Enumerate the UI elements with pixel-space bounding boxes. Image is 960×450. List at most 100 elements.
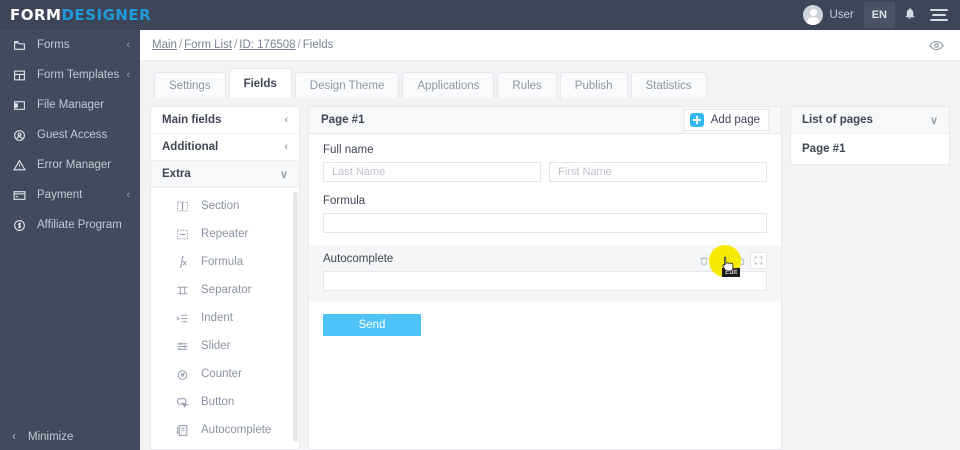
sidebar-item-form-templates[interactable]: Form Templates ‹ — [0, 60, 140, 90]
palette-item-label: Formula — [201, 256, 244, 268]
formula-icon — [173, 255, 191, 269]
guest-access-icon — [10, 129, 28, 142]
sidebar-item-label: Forms — [37, 39, 70, 51]
app-logo[interactable]: FORMDESIGNER — [0, 6, 151, 24]
formula-input[interactable] — [323, 213, 767, 233]
sidebar-item-label: Guest Access — [37, 129, 108, 141]
language-selector[interactable]: EN — [863, 2, 895, 28]
chevron-left-icon: ‹ — [12, 431, 16, 443]
hamburger-menu-icon[interactable] — [930, 9, 948, 21]
user-name-label[interactable]: User — [829, 9, 854, 21]
field-toolbar — [696, 252, 767, 269]
palette-item-indent[interactable]: Indent — [151, 304, 299, 332]
palette-item-label: Separator — [201, 284, 252, 296]
tab-statistics[interactable]: Statistics — [630, 72, 707, 98]
indent-icon — [173, 312, 191, 325]
sidebar-item-affiliate-program[interactable]: Affiliate Program — [0, 210, 140, 240]
sidebar-item-forms[interactable]: Forms ‹ — [0, 30, 140, 60]
breadcrumb-link-form-list[interactable]: Form List — [184, 39, 233, 51]
palette-item-label: Repeater — [201, 228, 249, 240]
breadcrumb-current: Fields — [302, 39, 334, 51]
last-name-input[interactable] — [323, 162, 541, 182]
palette-group-label: Additional — [162, 141, 219, 153]
tab-fields[interactable]: Fields — [228, 68, 292, 98]
first-name-input[interactable] — [549, 162, 767, 182]
palette-item-formula[interactable]: Formula — [151, 248, 299, 276]
form-field-full-name: Full name — [323, 144, 767, 182]
tab-applications[interactable]: Applications — [402, 72, 495, 98]
avatar[interactable] — [803, 5, 824, 25]
sidebar-item-label: Payment — [37, 189, 83, 201]
copy-icon[interactable] — [732, 253, 747, 268]
expand-icon[interactable] — [750, 252, 767, 269]
breadcrumb-separator: / — [178, 39, 183, 51]
breadcrumb-link-form-id[interactable]: ID: 176508 — [239, 39, 296, 51]
add-page-button[interactable]: Add page — [683, 109, 769, 131]
plus-icon — [689, 113, 704, 127]
palette-group-additional[interactable]: Additional ‹ — [151, 134, 299, 161]
palette-item-section[interactable]: Section — [151, 192, 299, 220]
autocomplete-input[interactable] — [323, 271, 767, 291]
palette-item-label: Autocomplete — [201, 424, 272, 436]
chevron-left-icon: ‹ — [126, 69, 130, 81]
delete-icon[interactable] — [696, 253, 711, 268]
edit-icon[interactable] — [714, 253, 729, 268]
palette-group-main-fields[interactable]: Main fields ‹ — [151, 107, 299, 134]
button-icon — [173, 396, 191, 409]
palette-item-autocomplete[interactable]: Autocomplete — [151, 416, 299, 444]
form-field-formula: Formula — [323, 195, 767, 233]
palette-item-repeater[interactable]: Repeater — [151, 220, 299, 248]
chevron-down-icon: ∨ — [929, 114, 938, 127]
breadcrumb: Main / Form List / ID: 176508/Fields — [152, 39, 333, 51]
page-header: Page #1 Add page — [308, 106, 782, 134]
field-label: Full name — [323, 144, 374, 156]
top-bar: FORMDESIGNER User EN — [0, 0, 960, 30]
forms-icon — [10, 39, 28, 52]
page-title: Page #1 — [321, 114, 365, 126]
file-manager-icon — [10, 99, 28, 112]
form-field-autocomplete[interactable]: Autocomplete — [309, 246, 781, 301]
field-inputs-row — [323, 162, 767, 182]
tab-publish[interactable]: Publish — [559, 72, 628, 98]
palette-item-slider[interactable]: Slider — [151, 332, 299, 360]
sidebar-item-label: Affiliate Program — [37, 219, 122, 231]
field-label: Autocomplete — [323, 253, 394, 265]
workspace: Main fields ‹ Additional ‹ Extra ∨ Secti… — [140, 98, 960, 450]
tab-rules[interactable]: Rules — [497, 72, 557, 98]
palette-item-label: Slider — [201, 340, 231, 352]
pages-panel-header[interactable]: List of pages ∨ — [791, 107, 949, 134]
sidebar-item-payment[interactable]: Payment ‹ — [0, 180, 140, 210]
chevron-left-icon: ‹ — [284, 114, 288, 126]
eye-icon[interactable] — [924, 35, 948, 55]
palette-group-label: Main fields — [162, 114, 222, 126]
pages-list-item[interactable]: Page #1 — [802, 143, 846, 155]
error-manager-icon — [10, 159, 28, 172]
send-button[interactable]: Send — [323, 314, 421, 336]
palette-item-button[interactable]: Button — [151, 388, 299, 416]
sidebar-item-label: File Manager — [37, 99, 105, 111]
form-templates-icon — [10, 69, 28, 82]
pages-panel-title: List of pages — [802, 114, 873, 126]
tab-design-theme[interactable]: Design Theme — [294, 72, 400, 98]
breadcrumb-separator: / — [234, 39, 238, 51]
palette-item-counter[interactable]: Counter — [151, 360, 299, 388]
sidebar-item-guest-access[interactable]: Guest Access — [0, 120, 140, 150]
top-bar-right: User EN — [803, 0, 960, 30]
sidebar-item-error-manager[interactable]: Error Manager — [0, 150, 140, 180]
palette-item-separator[interactable]: Separator — [151, 276, 299, 304]
autocomplete-icon — [173, 424, 191, 437]
sidebar-item-file-manager[interactable]: File Manager — [0, 90, 140, 120]
breadcrumb-link-main[interactable]: Main — [152, 39, 177, 51]
palette-scrollbar[interactable] — [293, 192, 298, 442]
affiliate-program-icon — [10, 219, 28, 232]
tab-settings[interactable]: Settings — [154, 72, 226, 98]
counter-icon — [173, 368, 191, 381]
minimize-label: Minimize — [28, 431, 74, 443]
palette-group-extra[interactable]: Extra ∨ — [151, 161, 299, 188]
breadcrumb-separator: / — [297, 39, 301, 51]
palette-group-label: Extra — [162, 168, 191, 180]
bell-icon[interactable] — [903, 7, 916, 23]
minimize-sidebar-button[interactable]: ‹ Minimize — [0, 424, 140, 450]
payment-icon — [10, 189, 28, 202]
